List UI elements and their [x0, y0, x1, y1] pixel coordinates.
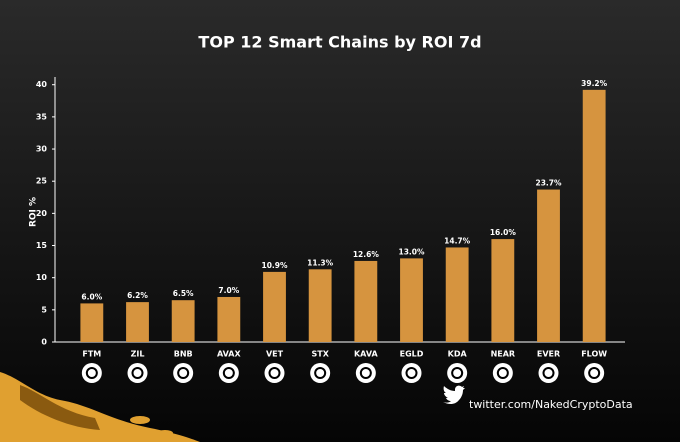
y-tick-label: 35	[36, 112, 48, 121]
chain-icon-inner	[222, 367, 235, 379]
x-tick-label: EGLD	[400, 350, 424, 359]
chain-icon	[218, 363, 239, 383]
chain-icon	[492, 363, 513, 383]
value-label: 6.5%	[173, 289, 194, 298]
chain-icon	[173, 363, 194, 383]
value-label: 16.0%	[490, 228, 517, 237]
bar	[582, 89, 606, 342]
value-label: 10.9%	[261, 261, 288, 270]
y-tick-label: 5	[41, 305, 47, 314]
x-tick-label: ZIL	[131, 350, 145, 359]
chain-icon-inner	[314, 367, 327, 379]
x-tick-label: FLOW	[581, 350, 607, 359]
value-label: 39.2%	[581, 79, 608, 88]
y-tick-label: 30	[36, 145, 48, 154]
value-label: 13.0%	[398, 247, 425, 256]
x-tick-label: FTM	[82, 350, 101, 359]
chain-icon-inner	[542, 367, 555, 379]
y-tick-label: 10	[36, 273, 48, 282]
x-tick-label: STX	[311, 350, 329, 359]
y-tick-label: 25	[36, 177, 48, 186]
chain-icon	[355, 363, 376, 383]
y-tick-label: 0	[41, 338, 47, 347]
value-label: 6.2%	[127, 291, 148, 300]
footer: twitter.com/NakedCryptoData	[469, 398, 633, 411]
bar	[217, 296, 241, 342]
chain-icon	[401, 363, 422, 383]
chain-icon-inner	[85, 367, 98, 379]
chart-title: TOP 12 Smart Chains by ROI 7d	[198, 33, 481, 52]
value-label: 14.7%	[444, 236, 471, 245]
value-label: 11.3%	[307, 258, 334, 267]
y-axis-label: ROI %	[29, 197, 39, 227]
bar	[354, 260, 378, 342]
y-tick-label: 40	[36, 80, 48, 89]
chain-icon	[127, 363, 148, 383]
value-label: 7.0%	[218, 286, 239, 295]
chain-icon	[447, 363, 468, 383]
bar	[263, 271, 286, 342]
value-label: 6.0%	[81, 292, 102, 301]
bar	[491, 239, 515, 342]
chain-icon	[310, 363, 331, 383]
twitter-icon	[443, 385, 465, 405]
bar	[537, 189, 560, 342]
chain-icon-inner	[496, 367, 509, 379]
chain-icon-inner	[131, 367, 144, 379]
x-tick-label: NEAR	[491, 350, 516, 359]
value-label: 23.7%	[535, 179, 562, 188]
chain-icon-inner	[588, 367, 601, 379]
decoration	[0, 372, 200, 442]
chain-icon-inner	[177, 367, 190, 379]
x-tick-label: VET	[266, 350, 284, 359]
bar	[308, 269, 332, 342]
chain-icon	[584, 363, 605, 383]
chain-icon-inner	[405, 367, 418, 379]
chain-icon-inner	[359, 367, 372, 379]
chain-icon-inner	[268, 367, 281, 379]
value-label: 12.6%	[353, 250, 380, 259]
x-tick-label: KAVA	[354, 350, 378, 359]
y-tick-label: 15	[36, 241, 48, 250]
chain-icon-inner	[451, 367, 464, 379]
x-tick-label: KDA	[448, 350, 468, 359]
bar	[445, 247, 469, 342]
bar	[80, 303, 104, 342]
x-tick-label: BNB	[174, 350, 193, 359]
y-tick-label: 20	[36, 209, 48, 218]
chain-icon	[81, 363, 102, 383]
bar	[400, 258, 423, 342]
bar	[126, 302, 149, 342]
x-tick-label: AVAX	[217, 350, 241, 359]
chain-icon	[264, 363, 285, 383]
chain-icon	[538, 363, 559, 383]
x-tick-label: EVER	[537, 350, 560, 359]
bar	[171, 300, 195, 342]
